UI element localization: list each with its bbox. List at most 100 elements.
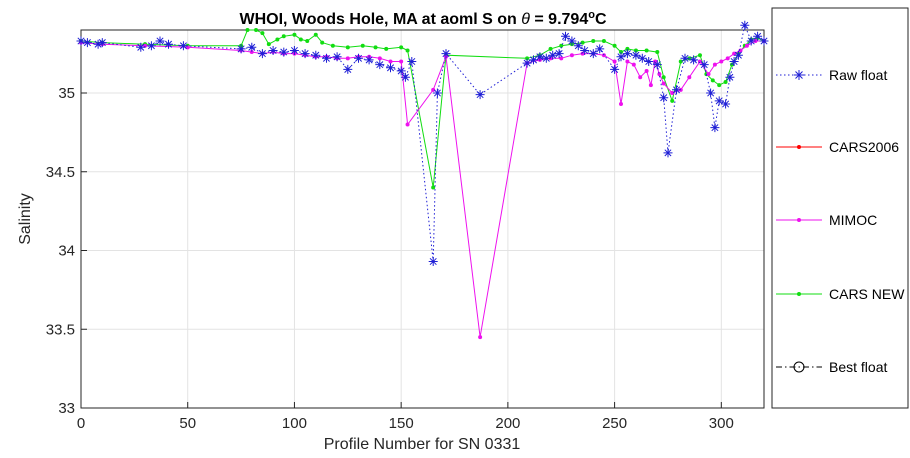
- data-point-raw-float: [236, 44, 246, 54]
- data-point-cars-new: [245, 28, 250, 32]
- data-point-cars-new: [710, 78, 715, 83]
- data-point-cars-new: [260, 31, 265, 36]
- data-point-cars-new: [431, 185, 436, 190]
- data-point-cars-new: [384, 46, 389, 51]
- data-point-raw-float: [400, 72, 410, 82]
- data-point-raw-float: [637, 53, 647, 63]
- data-point-cars-new: [580, 40, 585, 45]
- data-point-raw-float: [136, 42, 146, 52]
- data-point-raw-float: [407, 57, 417, 66]
- data-point-raw-float: [322, 53, 331, 63]
- data-point-raw-float: [541, 53, 551, 63]
- data-point-raw-float: [616, 52, 626, 62]
- y-axis-ticks: 33 33.5 34 34.5 35: [46, 85, 87, 417]
- data-point-cars-new: [305, 39, 310, 44]
- y-axis-label: Salinity: [17, 193, 34, 245]
- data-point-raw-float: [548, 50, 558, 60]
- data-point-mimoc: [399, 59, 404, 64]
- data-point-mimoc: [345, 56, 350, 61]
- data-point-mimoc: [431, 87, 436, 92]
- data-point-cars-new: [612, 43, 617, 48]
- data-point-mimoc: [569, 53, 574, 58]
- data-point-raw-float: [759, 36, 769, 46]
- data-point-mimoc: [377, 56, 382, 61]
- data-point-cars-new: [591, 39, 596, 44]
- data-point-raw-float: [740, 20, 750, 30]
- data-point-cars-new: [405, 48, 410, 53]
- data-point-raw-float: [82, 38, 92, 48]
- y-tick-label: 33.5: [46, 321, 75, 338]
- data-point-raw-float: [441, 49, 451, 59]
- data-point-mimoc: [648, 83, 653, 88]
- data-point-cars-new: [625, 46, 630, 51]
- data-point-raw-float: [561, 31, 570, 41]
- series-layer: [76, 20, 769, 340]
- legend-item-raw-float: Raw float: [776, 67, 887, 83]
- data-point-raw-float: [396, 66, 406, 76]
- data-point-raw-float: [710, 123, 720, 133]
- data-point-raw-float: [725, 72, 735, 82]
- x-tick-label: 150: [389, 415, 414, 432]
- data-point-raw-float: [375, 60, 385, 70]
- data-point-raw-float: [746, 36, 756, 46]
- data-point-mimoc: [625, 59, 630, 64]
- data-point-raw-float: [689, 55, 699, 65]
- data-point-raw-float: [354, 53, 363, 63]
- data-point-raw-float: [659, 93, 669, 103]
- data-point-mimoc: [744, 43, 749, 48]
- data-point-raw-float: [289, 46, 299, 55]
- data-point-mimoc: [661, 81, 666, 86]
- legend-label: Best float: [829, 359, 887, 375]
- data-point-mimoc: [670, 91, 675, 95]
- data-point-mimoc: [143, 43, 148, 48]
- y-tick-label: 34.5: [46, 164, 75, 181]
- data-point-raw-float: [595, 44, 605, 54]
- data-point-mimoc: [405, 122, 410, 127]
- data-point-mimoc: [478, 335, 483, 340]
- data-point-cars-new: [723, 79, 728, 84]
- series-raw-float: [76, 20, 769, 266]
- data-point-raw-float: [475, 90, 485, 100]
- x-tick-label: 50: [179, 415, 196, 432]
- plot-area-frame: [80, 29, 765, 409]
- x-tick-label: 250: [602, 415, 627, 432]
- data-point-mimoc: [712, 62, 717, 67]
- data-point-mimoc: [687, 75, 692, 80]
- data-point-raw-float: [164, 39, 173, 49]
- data-point-raw-float: [733, 50, 743, 60]
- x-axis-label: Profile Number for SN 0331: [324, 436, 521, 453]
- legend-label: Raw float: [829, 67, 887, 83]
- data-point-cars-new: [345, 45, 350, 50]
- legend-label: CARS NEW: [829, 286, 905, 302]
- data-point-raw-float: [631, 50, 641, 60]
- legend-item-cars2006: CARS2006: [776, 139, 899, 155]
- data-point-mimoc: [631, 62, 636, 67]
- data-point-mimoc: [719, 59, 724, 64]
- legend-label: CARS2006: [829, 139, 899, 155]
- data-point-cars-new: [697, 53, 702, 58]
- data-point-raw-float: [155, 36, 165, 46]
- data-point-mimoc: [638, 75, 643, 80]
- data-point-raw-float: [300, 49, 310, 59]
- y-tick-label: 35: [58, 85, 75, 102]
- data-point-cars-new: [548, 46, 553, 51]
- data-point-raw-float: [535, 52, 545, 62]
- y-tick-label: 34: [58, 243, 75, 260]
- data-point-mimoc: [612, 59, 617, 64]
- data-point-cars-new: [655, 50, 660, 55]
- data-point-cars-new: [275, 37, 280, 42]
- x-tick-label: 0: [77, 415, 85, 432]
- data-point-cars-new: [360, 43, 365, 48]
- legend: Raw float CARS2006 MIMOC CARS NEW Best float: [771, 7, 909, 409]
- data-point-cars-new: [633, 48, 638, 53]
- data-point-raw-float: [343, 64, 353, 74]
- legend-marker: [797, 218, 801, 222]
- data-point-raw-float: [610, 64, 620, 74]
- data-point-mimoc: [653, 59, 658, 64]
- data-point-cars-new: [678, 59, 683, 64]
- data-point-cars-new: [266, 42, 271, 47]
- data-point-mimoc: [249, 50, 254, 55]
- data-point-raw-float: [76, 36, 86, 46]
- data-point-cars-new: [330, 43, 335, 48]
